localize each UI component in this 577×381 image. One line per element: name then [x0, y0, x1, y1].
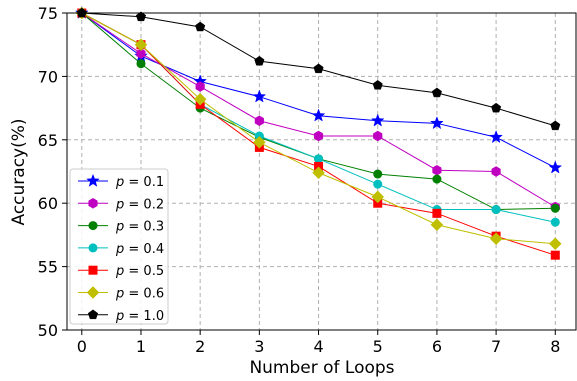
data-point [136, 59, 146, 69]
data-point [548, 237, 562, 251]
legend-item: p = 0.5 [78, 264, 164, 279]
data-point [135, 11, 147, 22]
axes [66, 12, 577, 331]
series-group [74, 5, 563, 260]
x-tick-label: 3 [254, 337, 264, 356]
y-tick-label: 60 [38, 194, 58, 213]
tick-labels: 0 1 2 3 4 5 6 7 8 50 55 60 65 70 75 [38, 4, 561, 356]
legend-item: p = 0.3 [78, 220, 164, 235]
legend-marker [87, 309, 99, 320]
data-point [491, 166, 501, 177]
data-point [432, 174, 442, 184]
y-tick-label: 50 [38, 321, 58, 340]
data-point [312, 166, 325, 180]
series-7 [76, 7, 561, 131]
data-point [491, 205, 501, 215]
legend-item: p = 0.4 [78, 242, 164, 257]
data-point [254, 55, 265, 66]
legend-marker [88, 243, 98, 253]
y-tick-label: 75 [38, 4, 58, 23]
data-point [313, 63, 324, 74]
legend-label: p = 1.0 [115, 309, 164, 324]
legend: p = 0.1 p = 0.2 p = 0.3 p = 0.4 p = 0.5 p = 0… [69, 168, 169, 325]
data-point [431, 87, 442, 98]
legend-label: p = 0.6 [115, 287, 164, 302]
data-point [252, 89, 267, 103]
x-tick-label: 7 [491, 337, 501, 356]
legend-box [69, 168, 169, 325]
data-point [550, 250, 560, 260]
y-tick-label: 70 [38, 67, 58, 86]
legend-item: p = 0.2 [78, 197, 164, 212]
legend-marker [86, 173, 100, 187]
data-point [311, 108, 326, 122]
data-point [252, 135, 266, 149]
data-point [491, 102, 502, 113]
y-tick-label: 55 [38, 258, 58, 277]
data-point [550, 203, 560, 213]
data-point [550, 120, 561, 131]
data-point [430, 116, 444, 130]
data-point [489, 130, 503, 144]
x-tick-label: 0 [77, 337, 87, 356]
data-point [373, 169, 383, 179]
legend-label: p = 0.4 [115, 242, 164, 257]
data-point [373, 130, 383, 142]
y-axis-label: Accuracy(%) [9, 118, 29, 225]
data-point [195, 21, 206, 32]
x-tick-label: 5 [373, 337, 383, 356]
data-point [432, 164, 442, 176]
data-point [373, 179, 383, 189]
x-tick-label: 2 [195, 337, 205, 356]
legend-item: p = 1.0 [78, 309, 164, 324]
data-point [550, 217, 560, 227]
legend-marker [86, 286, 100, 299]
x-tick-label: 6 [432, 337, 442, 356]
legend-item: p = 0.1 [78, 173, 164, 190]
x-axis-label: Number of Loops [249, 358, 394, 378]
x-tick-label: 4 [313, 337, 323, 356]
legend-item: p = 0.6 [78, 286, 164, 302]
legend-label: p = 0.5 [115, 264, 164, 279]
data-point [371, 190, 385, 204]
y-tick-label: 65 [38, 131, 58, 150]
legend-label: p = 0.2 [115, 197, 164, 212]
legend-marker [88, 198, 98, 209]
data-point [136, 48, 146, 59]
data-point [430, 218, 444, 232]
data-point [489, 232, 503, 246]
data-point [548, 160, 563, 174]
data-point [195, 81, 205, 92]
plot-frame [66, 12, 577, 331]
legend-label: p = 0.1 [115, 175, 164, 190]
data-point [254, 115, 264, 127]
data-point [370, 113, 385, 127]
data-point [372, 79, 383, 90]
legend-marker [88, 265, 98, 275]
data-point [314, 154, 324, 164]
data-point [193, 92, 207, 106]
data-point [313, 130, 324, 142]
x-tick-label: 1 [136, 337, 146, 356]
legend-marker [88, 221, 98, 231]
x-tick-label: 8 [550, 337, 560, 356]
legend-label: p = 0.3 [115, 220, 164, 235]
data-point [432, 208, 442, 218]
data-point [134, 38, 148, 52]
